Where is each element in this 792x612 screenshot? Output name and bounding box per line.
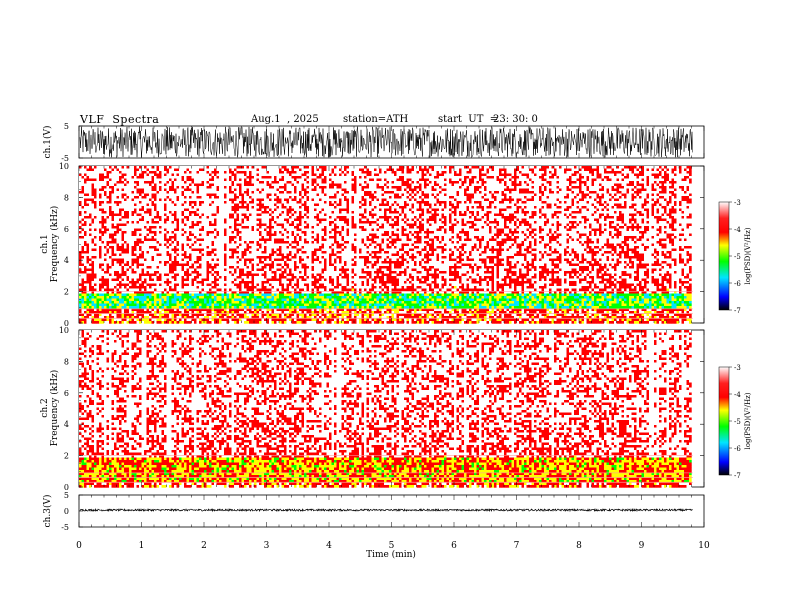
frequency-tick-label: 10 — [59, 326, 69, 335]
ch1-spectrogram-channel-label: ch.1 — [40, 234, 50, 253]
frequency-tick-label: 6 — [64, 389, 69, 398]
ch1-spectrogram-ylabel: Frequency (kHz) — [49, 206, 60, 283]
ch1-waveform-ylabel: ch.1(V) — [42, 126, 53, 159]
ch3-ytick-label: -5 — [61, 523, 69, 532]
time-tick-label: 0 — [76, 541, 82, 551]
ch3-ytick-label: 0 — [64, 507, 69, 516]
ch1-colorbar: -3 -4 -5 -6 -7 log(PSD)(V²/Hz) — [719, 199, 752, 315]
time-tick-label: 3 — [264, 541, 270, 551]
ch2-colorbar-label: log(PSD)(V²/Hz) — [744, 392, 752, 449]
colorbar-tick-label: -3 — [734, 364, 741, 372]
time-tick-label: 10 — [698, 541, 710, 551]
frequency-tick-label: 4 — [64, 256, 69, 265]
colorbar-tick-label: -5 — [734, 418, 741, 426]
ch2-spectrogram-ylabel: Frequency (kHz) — [49, 370, 60, 447]
colorbar-tick-label: -3 — [734, 199, 741, 207]
time-tick-label: 1 — [139, 541, 145, 551]
colorbar-tick-label: -7 — [734, 472, 741, 480]
frequency-tick-label: 8 — [64, 193, 69, 202]
time-axis-label: Time (min) — [366, 549, 416, 560]
frequency-tick-label: 8 — [64, 357, 69, 366]
time-tick-label: 8 — [576, 541, 582, 551]
ch1-spectrogram-image — [79, 166, 693, 324]
time-tick-label: 9 — [639, 541, 645, 551]
ch2-spectrogram-channel-label: ch.2 — [40, 398, 50, 417]
time-tick-label: 2 — [201, 541, 207, 551]
ch2-colorbar: -3 -4 -5 -6 -7 log(PSD)(V²/Hz) — [719, 364, 752, 480]
ch2-spectrogram-image — [79, 330, 693, 488]
ch3-ytick-label: 5 — [64, 491, 69, 500]
frequency-tick-label: 2 — [64, 288, 69, 297]
ch1-ytick-label: 5 — [64, 122, 69, 131]
time-tick-label: 4 — [326, 541, 332, 551]
colorbar-tick-label: -7 — [734, 307, 741, 315]
colorbar-tick-label: -6 — [734, 280, 741, 288]
time-tick-label: 6 — [451, 541, 457, 551]
ch3-waveform-ylabel: ch.3(V) — [42, 495, 53, 528]
colorbar-tick-label: -6 — [734, 445, 741, 453]
frequency-tick-label: 10 — [59, 162, 69, 171]
frequency-tick-label: 6 — [64, 225, 69, 234]
colorbar-tick-label: -5 — [734, 253, 741, 261]
colorbar-tick-label: -4 — [734, 391, 741, 399]
frequency-tick-label: 2 — [64, 452, 69, 461]
frequency-tick-label: 4 — [64, 420, 69, 429]
colorbar-tick-label: -4 — [734, 226, 741, 234]
time-tick-label: 7 — [514, 541, 520, 551]
ch1-colorbar-label: log(PSD)(V²/Hz) — [744, 227, 752, 284]
